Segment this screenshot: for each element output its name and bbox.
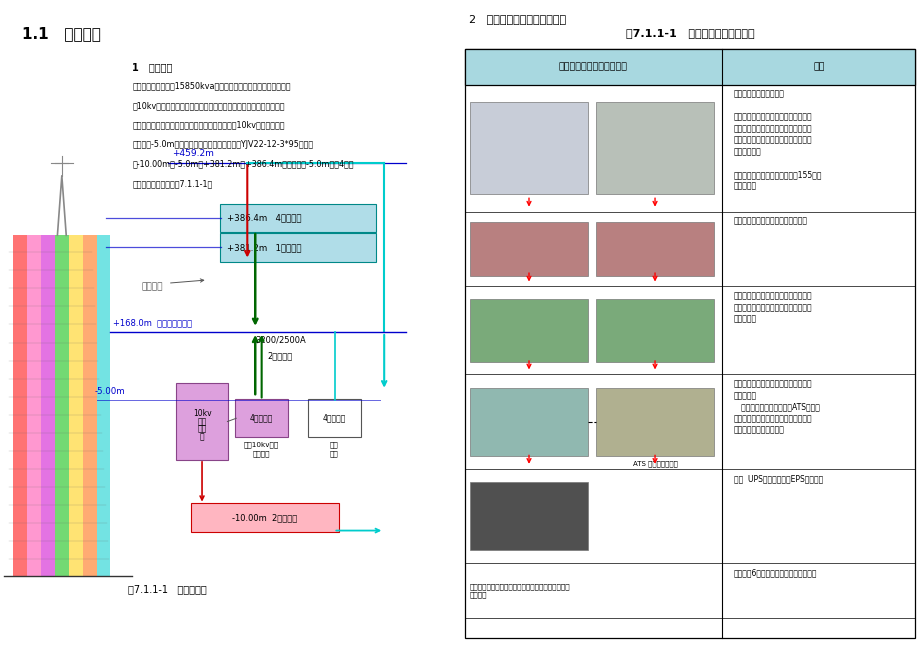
Text: 急发电机组，具体见图7.1.1-1。: 急发电机组，具体见图7.1.1-1。 [132, 179, 212, 188]
Bar [470, 299, 587, 362]
Text: +168.0m  高低区配电分界: +168.0m 高低区配电分界 [112, 318, 191, 327]
Text: 至-10.00m、-5.0m、+381.2m及+386.4m变压器。在-5.0m层设4台应: 至-10.00m、-5.0m、+381.2m及+386.4m变压器。在-5.0m… [132, 159, 354, 169]
Text: 1   系统简介: 1 系统简介 [132, 62, 173, 72]
Text: 1.1   系统简介: 1.1 系统简介 [22, 26, 101, 41]
Bar [470, 222, 587, 276]
Text: 室: 室 [199, 433, 204, 441]
Bar [69, 235, 83, 576]
Text: 4台变压器: 4台变压器 [250, 414, 273, 422]
Bar [27, 235, 41, 576]
Text: 2组母线槽: 2组母线槽 [267, 352, 293, 361]
Text: 四、通过两组低压配电柜中的母联柜和
封闭母线槽，实现两台变压器并列运行
互为备用。: 四、通过两组低压配电柜中的母联柜和 封闭母线槽，实现两台变压器并列运行 互为备用… [733, 292, 811, 324]
Text: 电源故障时，另一路电源能承担全部一二级负荷。10kv电缆由室外电: 电源故障时，另一路电源能承担全部一二级负荷。10kv电缆由室外电 [132, 120, 285, 130]
Text: +381.2m   1台变压器: +381.2m 1台变压器 [227, 243, 301, 252]
Text: 两路10kv电源: 两路10kv电源 [244, 441, 279, 448]
Text: +459.2m: +459.2m [172, 149, 214, 158]
Bar [596, 299, 713, 362]
Bar [96, 235, 110, 576]
Text: 通过上述6级保证，实现供电的可靠性。: 通过上述6级保证，实现供电的可靠性。 [733, 568, 816, 577]
Text: 引自不同区域的两路市电

一、该组高压柜中设一个母联柜，从而
实现两路电源互为备用，分列运行，当
一路电源故障时另一路电源能承担全部
一二级负荷。

二、当两台: 引自不同区域的两路市电 一、该组高压柜中设一个母联柜，从而 实现两路电源互为备用… [733, 90, 822, 191]
Bar [470, 387, 587, 456]
Text: 广播技术用房、通信用房、网络机房、消防及安保中
心等负荷: 广播技术用房、通信用房、网络机房、消防及安保中 心等负荷 [470, 584, 570, 598]
Text: 六、  UPS不间断电源或EPS应急电源: 六、 UPS不间断电源或EPS应急电源 [733, 474, 823, 483]
Text: 电缆: 电缆 [330, 450, 338, 457]
Text: +386.4m   4台变压器: +386.4m 4台变压器 [227, 214, 301, 223]
Text: -5.00m: -5.00m [95, 387, 125, 396]
Text: 五、双电源自动切换箱的电源引自不同
的变压器。
   设备内置双电源转换开关ATS（如左
图）具有机械、电气双重互锁功能，主
开关额场可不断电更换。: 五、双电源自动切换箱的电源引自不同 的变压器。 设备内置双电源转换开关ATS（如… [733, 380, 819, 434]
Text: 本工程总装机容量共15850kva，电源由市政不同区域变电站引入两: 本工程总装机容量共15850kva，电源由市政不同区域变电站引入两 [132, 81, 290, 90]
Bar [470, 102, 587, 194]
FancyBboxPatch shape [235, 399, 288, 437]
Text: 设备及设备间的联系示意图: 设备及设备间的联系示意图 [558, 62, 627, 71]
Text: 高压电缆: 高压电缆 [142, 282, 163, 291]
Bar [464, 49, 914, 85]
Bar [83, 235, 96, 576]
Text: 10kv: 10kv [192, 409, 211, 418]
Text: 低压: 低压 [330, 441, 338, 448]
Text: 缆沟引入-5.0m层高压配电室，由高压配电室用YJV22-12-3*95电缆引: 缆沟引入-5.0m层高压配电室，由高压配电室用YJV22-12-3*95电缆引 [132, 140, 313, 149]
Bar [470, 482, 587, 550]
Text: 图7.1.1-1   电气系统图: 图7.1.1-1 电气系统图 [129, 585, 207, 594]
Bar [41, 235, 55, 576]
FancyBboxPatch shape [308, 399, 360, 437]
Text: 配电: 配电 [198, 425, 207, 434]
Text: 说明: 说明 [812, 62, 823, 71]
Bar [55, 235, 69, 576]
Text: 三、两台变压器并列运行互为备用。: 三、两台变压器并列运行互为备用。 [733, 217, 807, 226]
FancyBboxPatch shape [220, 204, 376, 232]
Text: 2   特级负荷供电保障系统简介: 2 特级负荷供电保障系统简介 [469, 14, 566, 24]
Bar [596, 102, 713, 194]
Text: ATS 双电源转换开关: ATS 双电源转换开关 [632, 461, 676, 467]
Bar [13, 235, 27, 576]
Bar [596, 387, 713, 456]
FancyBboxPatch shape [176, 383, 228, 460]
FancyBboxPatch shape [220, 233, 376, 262]
Text: -10.00m  2台变压器: -10.00m 2台变压器 [233, 513, 297, 522]
Bar [596, 222, 713, 276]
Text: 高压: 高压 [198, 417, 207, 426]
Text: 3200/2500A: 3200/2500A [255, 335, 305, 344]
Text: 路10kv高压电源。两路电源同时供电并互为备用，分列运行，当一路: 路10kv高压电源。两路电源同时供电并互为备用，分列运行，当一路 [132, 101, 285, 110]
Text: 户外引入: 户外引入 [253, 450, 270, 457]
Text: 4台发电机: 4台发电机 [323, 414, 346, 422]
FancyBboxPatch shape [191, 503, 338, 532]
Text: 表7.1.1-1   特级负荷供电保障系统: 表7.1.1-1 特级负荷供电保障系统 [625, 28, 754, 38]
